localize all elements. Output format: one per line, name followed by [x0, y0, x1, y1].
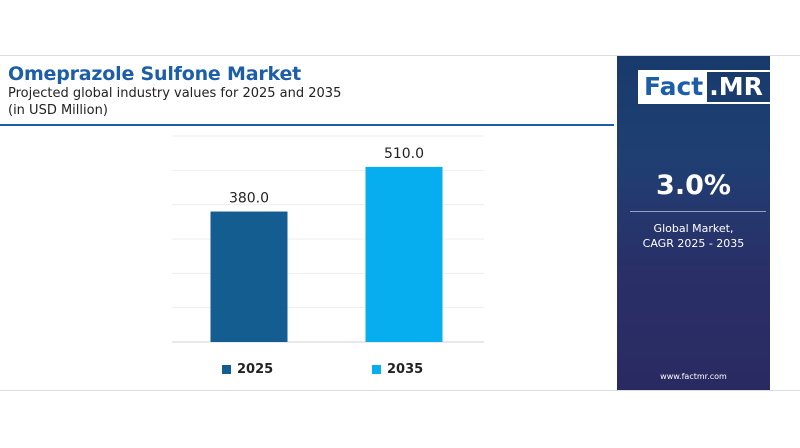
chart-unit-note: (in USD Million) — [8, 103, 108, 118]
chart-card — [0, 55, 800, 391]
factmr-logo: Fact .MR — [638, 70, 773, 104]
side-panel — [617, 56, 770, 390]
logo-mr-text: .MR — [709, 72, 763, 101]
legend-item-2025: 2025 — [222, 362, 273, 377]
legend-swatch-2025 — [222, 365, 231, 374]
bar-chart: 380.0 510.0 — [172, 135, 484, 343]
legend-item-2035: 2035 — [372, 362, 423, 377]
logo-fact-text: Fact — [640, 72, 708, 102]
legend-swatch-2035 — [372, 365, 381, 374]
cagr-label-line1: Global Market, — [653, 222, 734, 235]
cagr-label-line2: CAGR 2025 - 2035 — [642, 237, 745, 250]
bar-2025 — [210, 211, 288, 342]
chart-subtitle: Projected global industry values for 202… — [8, 86, 342, 101]
bar-2035 — [365, 166, 443, 342]
title-divider — [0, 124, 614, 126]
data-label-2035: 510.0 — [384, 146, 424, 162]
data-label-2025: 380.0 — [229, 191, 269, 207]
cagr-value: 3.0% — [656, 170, 731, 201]
legend-label-2035: 2035 — [387, 362, 424, 377]
panel-divider — [630, 211, 766, 212]
chart-title: Omeprazole Sulfone Market — [8, 63, 302, 85]
legend-label-2025: 2025 — [237, 362, 274, 377]
website-link[interactable]: www.factmr.com — [660, 372, 727, 381]
